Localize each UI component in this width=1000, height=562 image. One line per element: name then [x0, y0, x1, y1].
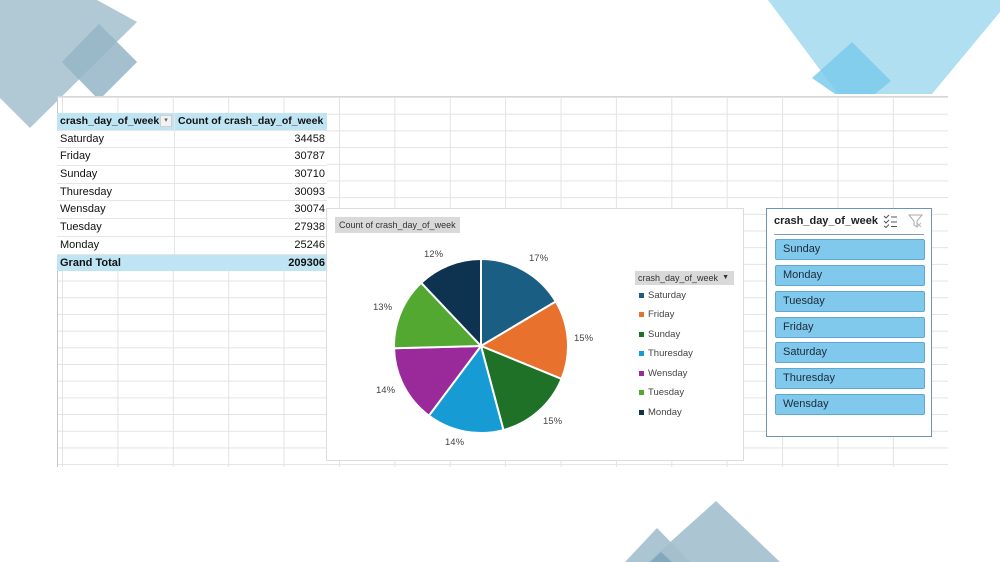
multi-select-icon[interactable]: [883, 214, 898, 228]
pct-label-monday: 12%: [424, 249, 444, 260]
legend-item-wensday[interactable]: Wensday: [639, 368, 687, 379]
legend-swatch: [639, 312, 644, 317]
grand-total-row[interactable]: Grand Total 209306: [57, 254, 327, 272]
pie-slice-saturday[interactable]: [480, 257, 558, 348]
pct-label-sunday: 15%: [543, 416, 563, 427]
decor-bottom-shapes: [625, 501, 780, 562]
legend-field-button[interactable]: crash_day_of_week ▼: [635, 271, 734, 285]
slicer-item-thuresday[interactable]: Thuresday: [775, 368, 925, 389]
pct-label-friday: 15%: [574, 333, 594, 344]
legend-swatch: [639, 410, 644, 415]
slicer-item-tuesday[interactable]: Tuesday: [775, 291, 925, 312]
legend-item-thuresday[interactable]: Thuresday: [639, 348, 693, 359]
value-header[interactable]: Count of crash_day_of_week: [178, 115, 324, 127]
legend-item-monday[interactable]: Monday: [639, 407, 682, 418]
sort-filter-icon[interactable]: ▾: [160, 115, 172, 128]
legend-swatch: [639, 390, 644, 395]
clear-filter-icon[interactable]: [908, 214, 923, 228]
slicer-title: crash_day_of_week: [774, 215, 878, 227]
table-row[interactable]: Wensday 30074: [57, 201, 327, 220]
pivot-header-row: crash_day_of_week ▾ Count of crash_day_o…: [57, 113, 327, 131]
pie-slice-wensday[interactable]: [393, 344, 484, 418]
chevron-down-icon: ▼: [722, 274, 729, 281]
table-row[interactable]: Saturday 34458: [57, 130, 327, 149]
slicer-item-saturday[interactable]: Saturday: [775, 342, 925, 363]
table-row[interactable]: Friday 30787: [57, 148, 327, 167]
pct-label-tuesday: 13%: [373, 302, 393, 313]
decor-top-right-shapes: [768, 0, 1000, 94]
pct-label-wensday: 14%: [376, 385, 396, 396]
legend-swatch: [639, 371, 644, 376]
legend-item-tuesday[interactable]: Tuesday: [639, 387, 684, 398]
pie-slice-friday[interactable]: [478, 300, 569, 381]
pct-label-saturday: 17%: [529, 253, 549, 264]
pie-slice-thuresday[interactable]: [427, 343, 505, 434]
table-row[interactable]: Tuesday 27938: [57, 219, 327, 237]
slicer-divider: [774, 234, 924, 235]
pie-chart[interactable]: [327, 209, 627, 460]
pie-slice-sunday[interactable]: [479, 344, 563, 432]
pivot-table: crash_day_of_week ▾ Count of crash_day_o…: [57, 113, 327, 272]
slicer-item-friday[interactable]: Friday: [775, 317, 925, 338]
legend-swatch: [639, 293, 644, 298]
row-label-header[interactable]: crash_day_of_week ▾: [57, 113, 175, 130]
legend-swatch: [639, 332, 644, 337]
legend-item-friday[interactable]: Friday: [639, 309, 674, 320]
pct-label-thuresday: 14%: [445, 437, 465, 448]
legend-swatch: [639, 351, 644, 356]
pie-slice-monday[interactable]: [419, 257, 482, 349]
slicer-item-monday[interactable]: Monday: [775, 265, 925, 286]
pie-slice-tuesday[interactable]: [393, 281, 484, 350]
table-row[interactable]: Sunday 30710: [57, 166, 327, 184]
slicer-crash-day-of-week[interactable]: crash_day_of_week Sunday Monday Tuesday …: [766, 208, 932, 437]
decor-top-left-shapes: [0, 0, 137, 128]
legend-item-saturday[interactable]: Saturday: [639, 290, 686, 301]
slicer-item-wensday[interactable]: Wensday: [775, 394, 925, 415]
pivot-chart[interactable]: Count of crash_day_of_week 17% 15% 15% 1…: [326, 208, 744, 461]
table-row[interactable]: Thuresday 30093: [57, 183, 327, 202]
legend-item-sunday[interactable]: Sunday: [639, 329, 680, 340]
table-row[interactable]: Monday 25246: [57, 236, 327, 255]
chart-value-field-button[interactable]: Count of crash_day_of_week: [335, 217, 460, 233]
slicer-item-sunday[interactable]: Sunday: [775, 239, 925, 260]
